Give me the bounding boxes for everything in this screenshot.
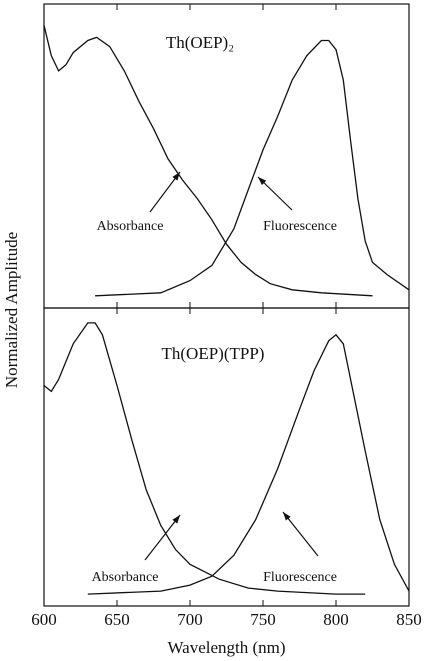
spectrum-line [87, 333, 410, 595]
panel-title: Th(OEP)(TPP) [162, 344, 265, 363]
x-tick-label: 750 [250, 610, 276, 629]
x-tick-label: 850 [396, 610, 422, 629]
annotation: Absorbance [92, 570, 159, 585]
x-tick-label: 800 [323, 610, 349, 629]
plot-frame [43, 307, 410, 607]
annotation: Fluorescence [263, 570, 337, 585]
y-axis-label: Normalized Amplitude [2, 232, 21, 388]
arrow-head [258, 177, 267, 186]
spectrum-line [43, 25, 373, 297]
panel-title: Th(OEP)₂ [166, 33, 234, 52]
annotation: Fluorescence [263, 219, 337, 234]
arrow-head [172, 172, 180, 181]
arrow-head [172, 515, 180, 524]
annotation: Absorbance [97, 219, 164, 234]
spectrum-line [95, 39, 410, 297]
spectrum-line [43, 322, 366, 595]
annotation-arrow [282, 511, 319, 557]
x-tick-label: 700 [177, 610, 203, 629]
annotation-arrow [144, 514, 181, 561]
x-tick-label: 650 [104, 610, 130, 629]
x-tick-label: 600 [31, 610, 57, 629]
arrow-head [283, 512, 291, 521]
x-axis-label: Wavelength (nm) [167, 638, 285, 657]
